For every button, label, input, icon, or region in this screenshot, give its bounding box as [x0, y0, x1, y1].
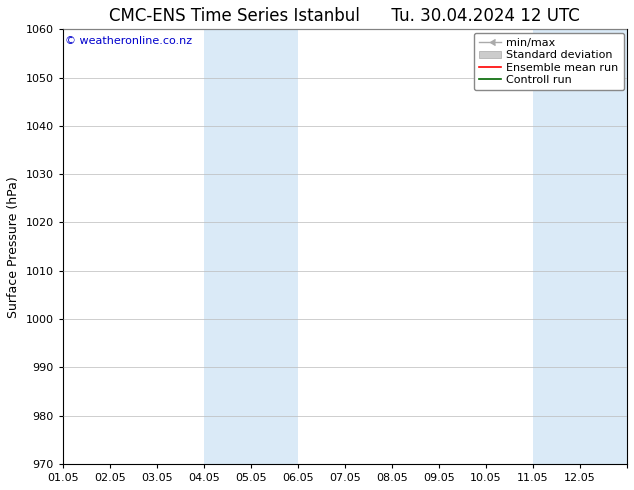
Text: © weatheronline.co.nz: © weatheronline.co.nz [65, 36, 193, 46]
Title: CMC-ENS Time Series Istanbul      Tu. 30.04.2024 12 UTC: CMC-ENS Time Series Istanbul Tu. 30.04.2… [110, 7, 580, 25]
Bar [204, 29, 298, 464]
Y-axis label: Surface Pressure (hPa): Surface Pressure (hPa) [7, 176, 20, 318]
Legend: min/max, Standard deviation, Ensemble mean run, Controll run: min/max, Standard deviation, Ensemble me… [474, 33, 624, 90]
Bar [533, 29, 627, 464]
